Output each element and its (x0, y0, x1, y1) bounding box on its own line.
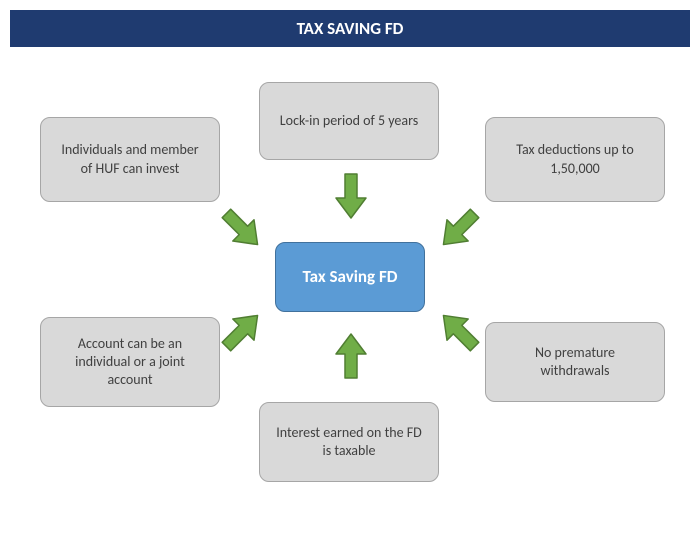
node-bottom: Interest earned on the FD is taxable (259, 402, 439, 482)
node-top-left: Individuals and member of HUF can invest (40, 117, 220, 202)
node-bottom-label: Interest earned on the FD is taxable (274, 424, 424, 460)
node-bottom-left-label: Account can be an individual or a joint … (55, 335, 205, 390)
arrow-top (334, 172, 368, 220)
arrow-bottom-right (430, 302, 488, 360)
header-bar: TAX SAVING FD (10, 10, 690, 47)
node-bottom-right: No premature withdrawals (485, 322, 665, 402)
header-title: TAX SAVING FD (297, 18, 404, 39)
node-bottom-right-label: No premature withdrawals (500, 344, 650, 380)
arrow-bottom (334, 332, 368, 380)
node-bottom-left: Account can be an individual or a joint … (40, 317, 220, 407)
node-top-left-label: Individuals and member of HUF can invest (55, 141, 205, 177)
node-top: Lock-in period of 5 years (259, 82, 439, 160)
node-top-right: Tax deductions up to 1,50,000 (485, 117, 665, 202)
node-top-right-label: Tax deductions up to 1,50,000 (500, 141, 650, 177)
diagram-canvas: Tax Saving FD Lock-in period of 5 years I… (0, 47, 700, 517)
center-node: Tax Saving FD (275, 242, 425, 312)
arrow-bottom-left (213, 302, 271, 360)
arrow-top-right (430, 200, 488, 258)
center-node-label: Tax Saving FD (303, 266, 398, 288)
arrow-top-left (213, 200, 271, 258)
node-top-label: Lock-in period of 5 years (280, 112, 418, 130)
